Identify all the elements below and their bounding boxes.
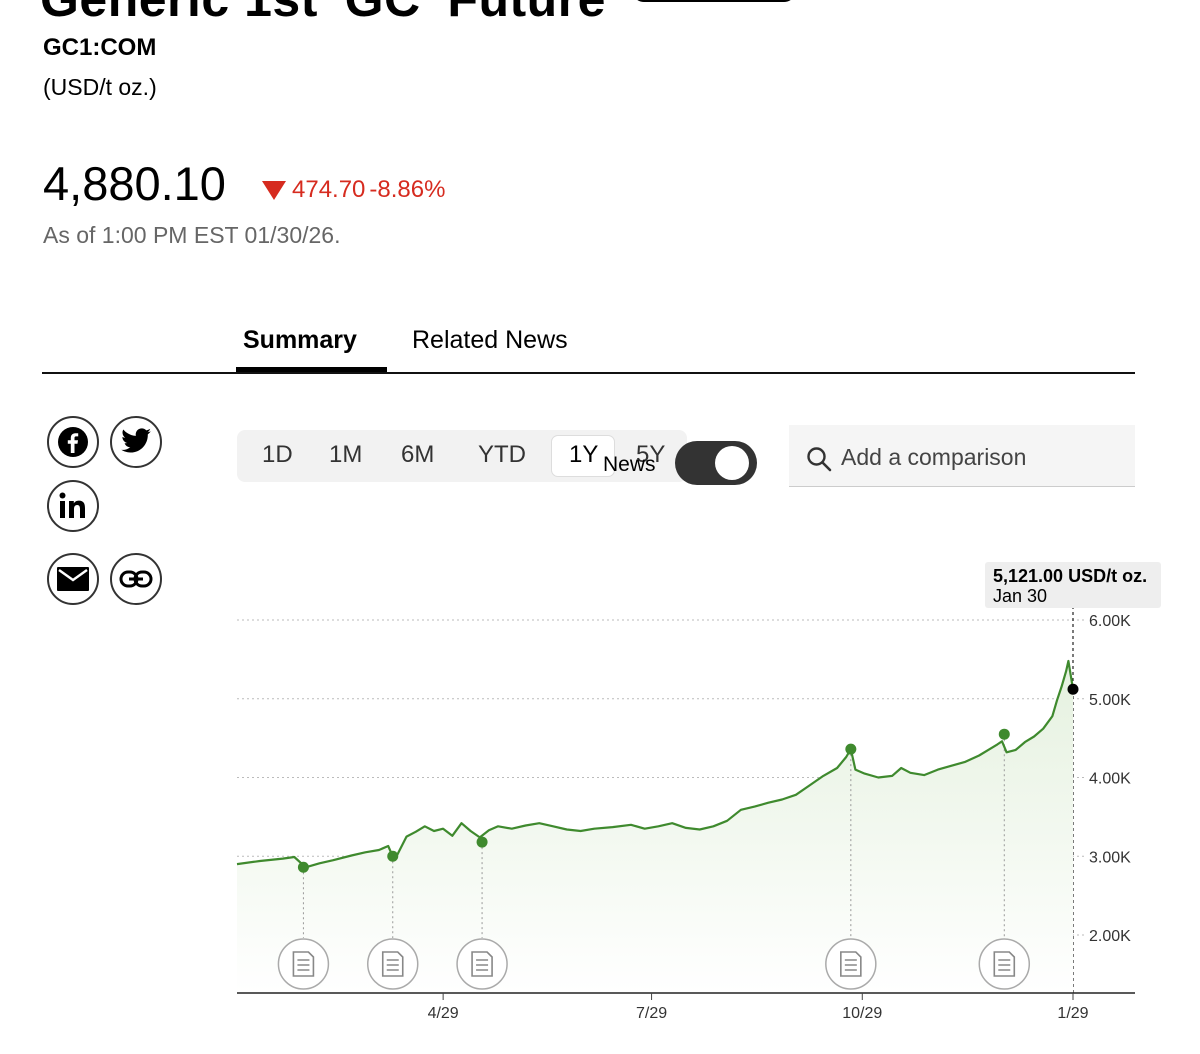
range-6m-button[interactable]: 6M <box>401 441 435 468</box>
price-unit: (USD/t oz.) <box>43 74 157 100</box>
news-icon-circle <box>978 938 1031 990</box>
y-tick-label: 4.00K <box>1089 771 1131 788</box>
document-outline <box>381 951 404 977</box>
active-tab-indicator <box>236 367 387 373</box>
news-toggle-label: News <box>603 453 656 476</box>
news-marker-point <box>845 743 857 755</box>
comparison-search <box>789 425 1135 487</box>
document-outline <box>292 951 315 977</box>
price-change: 474.70 -8.86% <box>262 176 445 204</box>
current-value-point <box>1067 683 1079 695</box>
y-tick-label: 5.00K <box>1089 692 1131 709</box>
news-document-icon[interactable] <box>277 938 330 990</box>
tab-summary[interactable]: Summary <box>243 326 357 354</box>
copy-link-button[interactable] <box>110 553 162 605</box>
share-twitter-button[interactable] <box>110 416 162 468</box>
y-tick-label: 6.00K <box>1089 613 1131 630</box>
series-line <box>236 659 1075 869</box>
news-document-icon[interactable] <box>456 938 508 990</box>
news-marker-point <box>297 861 309 873</box>
document-outline <box>471 951 493 977</box>
comparison-input[interactable] <box>839 439 1123 475</box>
linkedin-icon <box>59 492 85 518</box>
news-document-icon[interactable] <box>825 938 877 990</box>
share-email-button[interactable] <box>47 553 99 605</box>
share-linkedin-button[interactable] <box>47 480 99 532</box>
x-tick-label: 10/29 <box>842 1005 882 1022</box>
news-marker-point <box>387 850 399 862</box>
share-facebook-button[interactable] <box>47 416 99 468</box>
document-outline <box>840 951 862 977</box>
news-icon-circle <box>456 938 508 990</box>
hover-tooltip: 5,121.00 USD/t oz. Jan 30 <box>985 562 1161 608</box>
news-marker-point <box>998 728 1010 740</box>
news-document-icon[interactable] <box>366 938 419 990</box>
news-icon-circle <box>277 938 330 990</box>
news-marker-point <box>476 836 488 848</box>
x-tick-label: 7/29 <box>636 1005 667 1022</box>
ticker-symbol: GC1:COM <box>43 34 157 61</box>
last-price: 4,880.10 <box>43 157 226 210</box>
down-arrow-icon <box>262 180 286 200</box>
tooltip-date: Jan 30 <box>993 586 1048 606</box>
y-tick-label: 3.00K <box>1089 849 1131 866</box>
news-icon-circle <box>825 938 877 990</box>
range-1m-button[interactable]: 1M <box>329 441 363 468</box>
range-1y-button[interactable]: 1Y <box>569 441 599 468</box>
twitter-icon <box>121 428 151 453</box>
tooltip-value: 5,121.00 USD/t oz. <box>993 566 1148 586</box>
x-tick-label: 4/29 <box>428 1005 459 1022</box>
search-icon <box>807 447 832 472</box>
change-value: 474.70 <box>292 176 366 203</box>
news-icon-circle <box>366 938 419 990</box>
news-document-icon[interactable] <box>978 938 1031 990</box>
facebook-icon <box>58 427 88 457</box>
news-toggle-knob <box>715 446 749 480</box>
tab-divider <box>42 372 1135 374</box>
change-percent: -8.86% <box>369 176 446 203</box>
tab-related-news[interactable]: Related News <box>412 326 568 354</box>
y-tick-label: 2.00K <box>1089 928 1131 945</box>
document-outline <box>993 951 1016 977</box>
instrument-title: Generic 1st 'GC' Future <box>40 0 606 24</box>
x-tick-label: 1/29 <box>1057 1005 1088 1022</box>
range-selected-indicator <box>551 435 615 477</box>
range-ytd-button[interactable]: YTD <box>478 441 526 468</box>
email-icon <box>57 567 89 591</box>
as-of-timestamp: As of 1:00 PM EST 01/30/26. <box>43 222 341 248</box>
range-1d-button[interactable]: 1D <box>262 441 293 468</box>
range-5y-button[interactable]: 5Y <box>636 441 666 468</box>
link-icon <box>119 570 153 588</box>
